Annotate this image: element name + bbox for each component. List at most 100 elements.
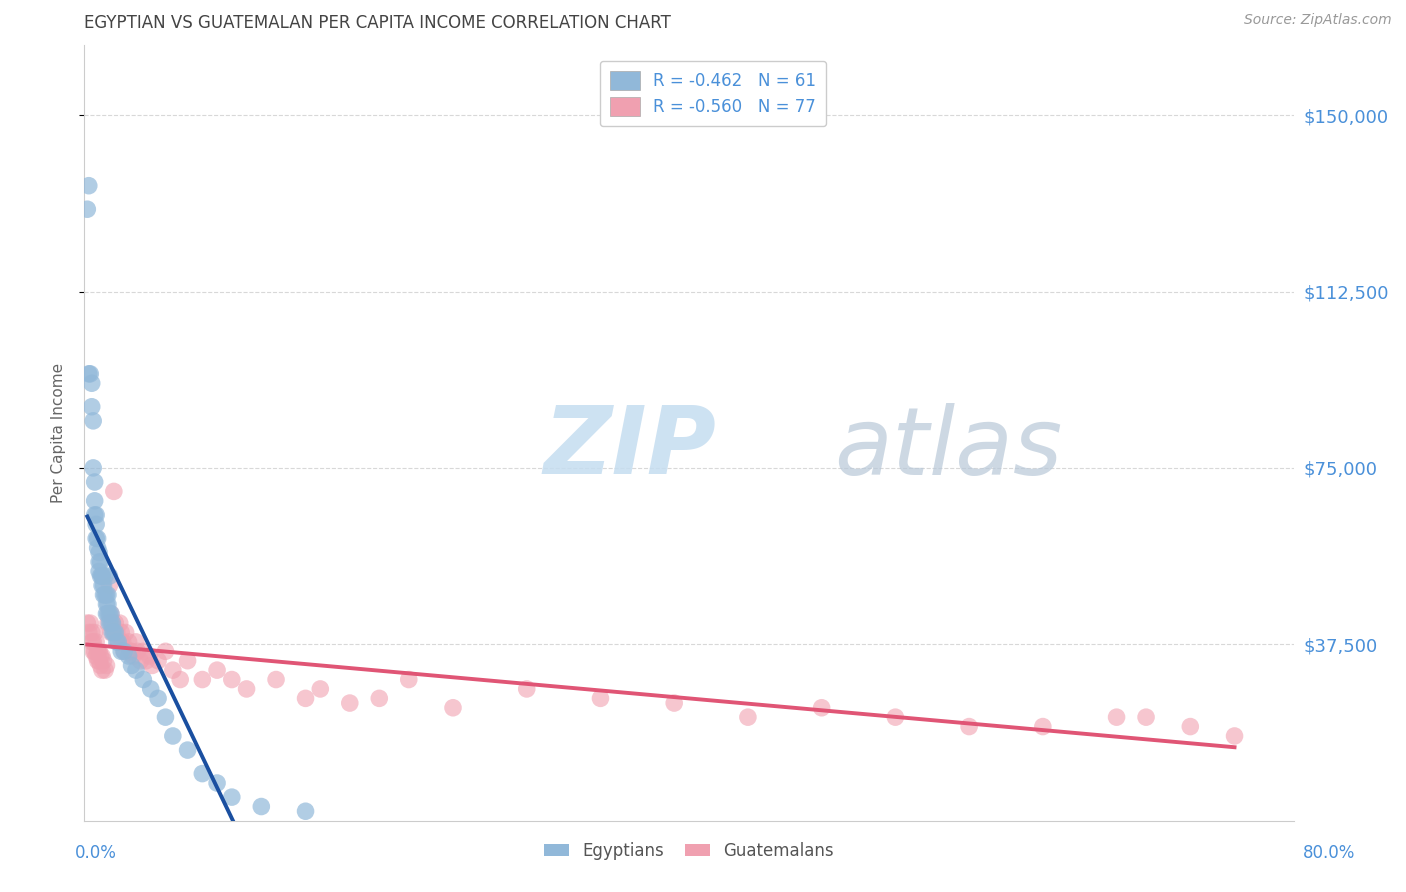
Point bbox=[162, 663, 184, 677]
Point bbox=[368, 691, 391, 706]
Point bbox=[191, 766, 214, 780]
Point bbox=[82, 461, 104, 475]
Point bbox=[100, 607, 122, 621]
Point bbox=[309, 681, 332, 696]
Point bbox=[884, 710, 907, 724]
Point bbox=[100, 625, 122, 640]
Point bbox=[110, 644, 132, 658]
Text: atlas: atlas bbox=[834, 402, 1063, 493]
Point bbox=[129, 654, 152, 668]
Point bbox=[169, 673, 191, 687]
Point bbox=[294, 804, 316, 818]
Point bbox=[77, 625, 100, 640]
Point bbox=[1032, 720, 1054, 734]
Point bbox=[1135, 710, 1157, 724]
Point bbox=[97, 597, 120, 611]
Point bbox=[82, 635, 104, 649]
Point bbox=[105, 635, 128, 649]
Point bbox=[94, 569, 117, 583]
Text: Source: ZipAtlas.com: Source: ZipAtlas.com bbox=[1244, 13, 1392, 28]
Point bbox=[1223, 729, 1246, 743]
Point bbox=[1105, 710, 1128, 724]
Point bbox=[589, 691, 612, 706]
Point bbox=[84, 635, 107, 649]
Point bbox=[104, 616, 127, 631]
Point bbox=[82, 414, 104, 428]
Point bbox=[103, 484, 125, 499]
Point bbox=[737, 710, 759, 724]
Point bbox=[146, 691, 169, 706]
Point bbox=[94, 663, 117, 677]
Point bbox=[87, 644, 110, 658]
Point bbox=[221, 790, 243, 805]
Point bbox=[664, 696, 686, 710]
Point bbox=[84, 532, 107, 546]
Point bbox=[127, 644, 149, 658]
Point bbox=[155, 644, 177, 658]
Point bbox=[101, 616, 124, 631]
Point bbox=[132, 673, 155, 687]
Point bbox=[79, 616, 101, 631]
Point bbox=[86, 541, 108, 555]
Legend: Egyptians, Guatemalans: Egyptians, Guatemalans bbox=[537, 835, 841, 867]
Point bbox=[112, 644, 135, 658]
Point bbox=[294, 691, 316, 706]
Point bbox=[96, 607, 118, 621]
Point bbox=[101, 616, 124, 631]
Point bbox=[122, 648, 145, 663]
Point bbox=[139, 681, 162, 696]
Point bbox=[91, 569, 114, 583]
Point bbox=[87, 555, 110, 569]
Point bbox=[91, 578, 114, 592]
Point bbox=[77, 367, 100, 381]
Point bbox=[98, 578, 121, 592]
Point bbox=[83, 644, 105, 658]
Point bbox=[105, 625, 128, 640]
Point bbox=[191, 673, 214, 687]
Point bbox=[176, 654, 198, 668]
Point bbox=[117, 635, 139, 649]
Point bbox=[76, 616, 98, 631]
Point bbox=[176, 743, 198, 757]
Point bbox=[141, 658, 163, 673]
Point bbox=[84, 508, 107, 522]
Point bbox=[235, 681, 257, 696]
Point bbox=[125, 635, 148, 649]
Point bbox=[250, 799, 273, 814]
Point bbox=[80, 400, 103, 414]
Point bbox=[82, 644, 104, 658]
Point bbox=[162, 729, 184, 743]
Point bbox=[98, 569, 121, 583]
Text: ZIP: ZIP bbox=[544, 402, 717, 494]
Point bbox=[93, 588, 115, 602]
Point bbox=[90, 569, 112, 583]
Point bbox=[98, 616, 121, 631]
Point bbox=[91, 663, 114, 677]
Point bbox=[957, 720, 980, 734]
Point bbox=[112, 644, 135, 658]
Point bbox=[810, 700, 832, 714]
Point bbox=[339, 696, 361, 710]
Point bbox=[86, 532, 108, 546]
Y-axis label: Per Capita Income: Per Capita Income bbox=[51, 362, 66, 503]
Point bbox=[101, 625, 124, 640]
Point bbox=[111, 635, 134, 649]
Text: 0.0%: 0.0% bbox=[75, 844, 117, 862]
Point bbox=[100, 616, 122, 631]
Point bbox=[83, 625, 105, 640]
Point bbox=[97, 607, 120, 621]
Point bbox=[221, 673, 243, 687]
Point bbox=[107, 635, 129, 649]
Point bbox=[80, 376, 103, 391]
Point bbox=[80, 625, 103, 640]
Point bbox=[121, 658, 143, 673]
Point bbox=[91, 569, 114, 583]
Text: 80.0%: 80.0% bbox=[1302, 844, 1355, 862]
Point bbox=[107, 635, 129, 649]
Point bbox=[120, 644, 142, 658]
Text: EGYPTIAN VS GUATEMALAN PER CAPITA INCOME CORRELATION CHART: EGYPTIAN VS GUATEMALAN PER CAPITA INCOME… bbox=[84, 14, 671, 32]
Point bbox=[110, 635, 132, 649]
Point bbox=[114, 625, 136, 640]
Point bbox=[108, 616, 131, 631]
Point bbox=[264, 673, 287, 687]
